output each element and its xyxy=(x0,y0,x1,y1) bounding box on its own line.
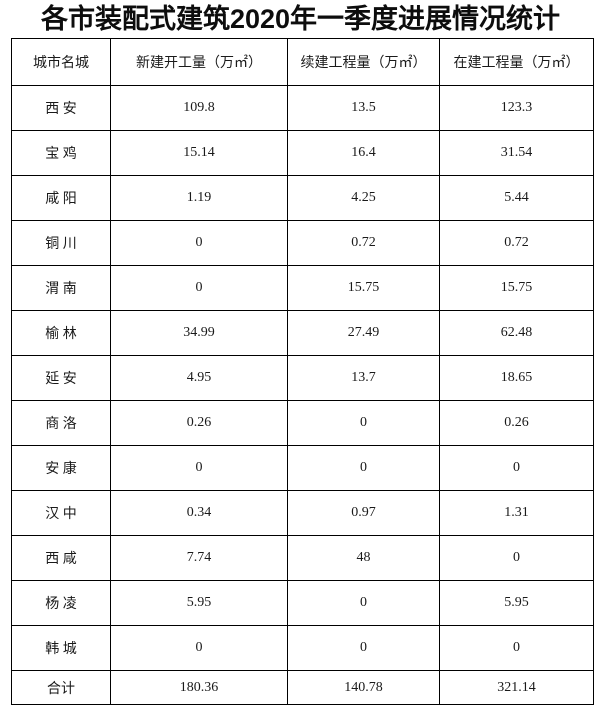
table-row: 西 安 109.8 13.5 123.3 xyxy=(11,85,594,131)
value-cell: 0 xyxy=(110,445,288,491)
value-cell: 0.26 xyxy=(439,400,594,446)
city-cell: 铜 川 xyxy=(11,220,111,266)
value-cell: 123.3 xyxy=(439,85,594,131)
value-cell: 140.78 xyxy=(287,670,440,705)
value-cell: 31.54 xyxy=(439,130,594,176)
table-row: 榆 林 34.99 27.49 62.48 xyxy=(11,310,594,356)
value-cell: 16.4 xyxy=(287,130,440,176)
value-cell: 0.97 xyxy=(287,490,440,536)
value-cell: 0 xyxy=(110,265,288,311)
value-cell: 5.95 xyxy=(110,580,288,626)
value-cell: 15.75 xyxy=(287,265,440,311)
table-row: 宝 鸡 15.14 16.4 31.54 xyxy=(11,130,594,176)
stats-table: 城市名城 新建开工量（万㎡） 续建工程量（万㎡） 在建工程量（万㎡） 西 安 10… xyxy=(11,38,594,705)
value-cell: 1.31 xyxy=(439,490,594,536)
table-row: 商 洛 0.26 0 0.26 xyxy=(11,400,594,446)
value-cell: 0 xyxy=(110,220,288,266)
value-cell: 5.44 xyxy=(439,175,594,221)
value-cell: 0 xyxy=(439,625,594,671)
value-cell: 109.8 xyxy=(110,85,288,131)
value-cell: 13.5 xyxy=(287,85,440,131)
city-cell: 渭 南 xyxy=(11,265,111,311)
value-cell: 34.99 xyxy=(110,310,288,356)
page-title: 各市装配式建筑2020年一季度进展情况统计 xyxy=(40,4,561,34)
city-cell: 西 安 xyxy=(11,85,111,131)
value-cell: 62.48 xyxy=(439,310,594,356)
table-row: 汉 中 0.34 0.97 1.31 xyxy=(11,490,594,536)
city-cell: 榆 林 xyxy=(11,310,111,356)
value-cell: 13.7 xyxy=(287,355,440,401)
value-cell: 0.34 xyxy=(110,490,288,536)
value-cell: 15.75 xyxy=(439,265,594,311)
value-cell: 5.95 xyxy=(439,580,594,626)
table-body: 西 安 109.8 13.5 123.3 宝 鸡 15.14 16.4 31.54 咸 阳 1.1… xyxy=(11,85,594,705)
value-cell: 0.72 xyxy=(439,220,594,266)
city-cell: 咸 阳 xyxy=(11,175,111,221)
value-cell: 1.19 xyxy=(110,175,288,221)
city-cell: 韩 城 xyxy=(11,625,111,671)
value-cell: 0.72 xyxy=(287,220,440,266)
table-row: 杨 凌 5.95 0 5.95 xyxy=(11,580,594,626)
value-cell: 48 xyxy=(287,535,440,581)
value-cell: 4.25 xyxy=(287,175,440,221)
value-cell: 7.74 xyxy=(110,535,288,581)
city-cell: 商 洛 xyxy=(11,400,111,446)
total-row: 合计 180.36 140.78 321.14 xyxy=(11,670,594,705)
header-under-construction: 在建工程量（万㎡） xyxy=(439,38,594,86)
value-cell: 0 xyxy=(287,445,440,491)
city-cell: 合计 xyxy=(11,670,111,705)
header-new-construction: 新建开工量（万㎡） xyxy=(110,38,288,86)
value-cell: 0 xyxy=(110,625,288,671)
value-cell: 0 xyxy=(439,535,594,581)
value-cell: 180.36 xyxy=(110,670,288,705)
city-cell: 汉 中 xyxy=(11,490,111,536)
table-row: 咸 阳 1.19 4.25 5.44 xyxy=(11,175,594,221)
table-row: 西 咸 7.74 48 0 xyxy=(11,535,594,581)
value-cell: 15.14 xyxy=(110,130,288,176)
value-cell: 0 xyxy=(287,625,440,671)
value-cell: 0 xyxy=(287,580,440,626)
value-cell: 0 xyxy=(439,445,594,491)
value-cell: 321.14 xyxy=(439,670,594,705)
city-cell: 西 咸 xyxy=(11,535,111,581)
value-cell: 0.26 xyxy=(110,400,288,446)
value-cell: 4.95 xyxy=(110,355,288,401)
city-cell: 杨 凌 xyxy=(11,580,111,626)
value-cell: 0 xyxy=(287,400,440,446)
value-cell: 18.65 xyxy=(439,355,594,401)
city-cell: 安 康 xyxy=(11,445,111,491)
value-cell: 27.49 xyxy=(287,310,440,356)
city-cell: 宝 鸡 xyxy=(11,130,111,176)
header-row: 城市名城 新建开工量（万㎡） 续建工程量（万㎡） 在建工程量（万㎡） xyxy=(11,38,594,86)
city-cell: 延 安 xyxy=(11,355,111,401)
header-city-name: 城市名城 xyxy=(11,38,111,86)
header-continued-construction: 续建工程量（万㎡） xyxy=(287,38,440,86)
table-row: 铜 川 0 0.72 0.72 xyxy=(11,220,594,266)
table-row: 延 安 4.95 13.7 18.65 xyxy=(11,355,594,401)
table-row: 渭 南 0 15.75 15.75 xyxy=(11,265,594,311)
